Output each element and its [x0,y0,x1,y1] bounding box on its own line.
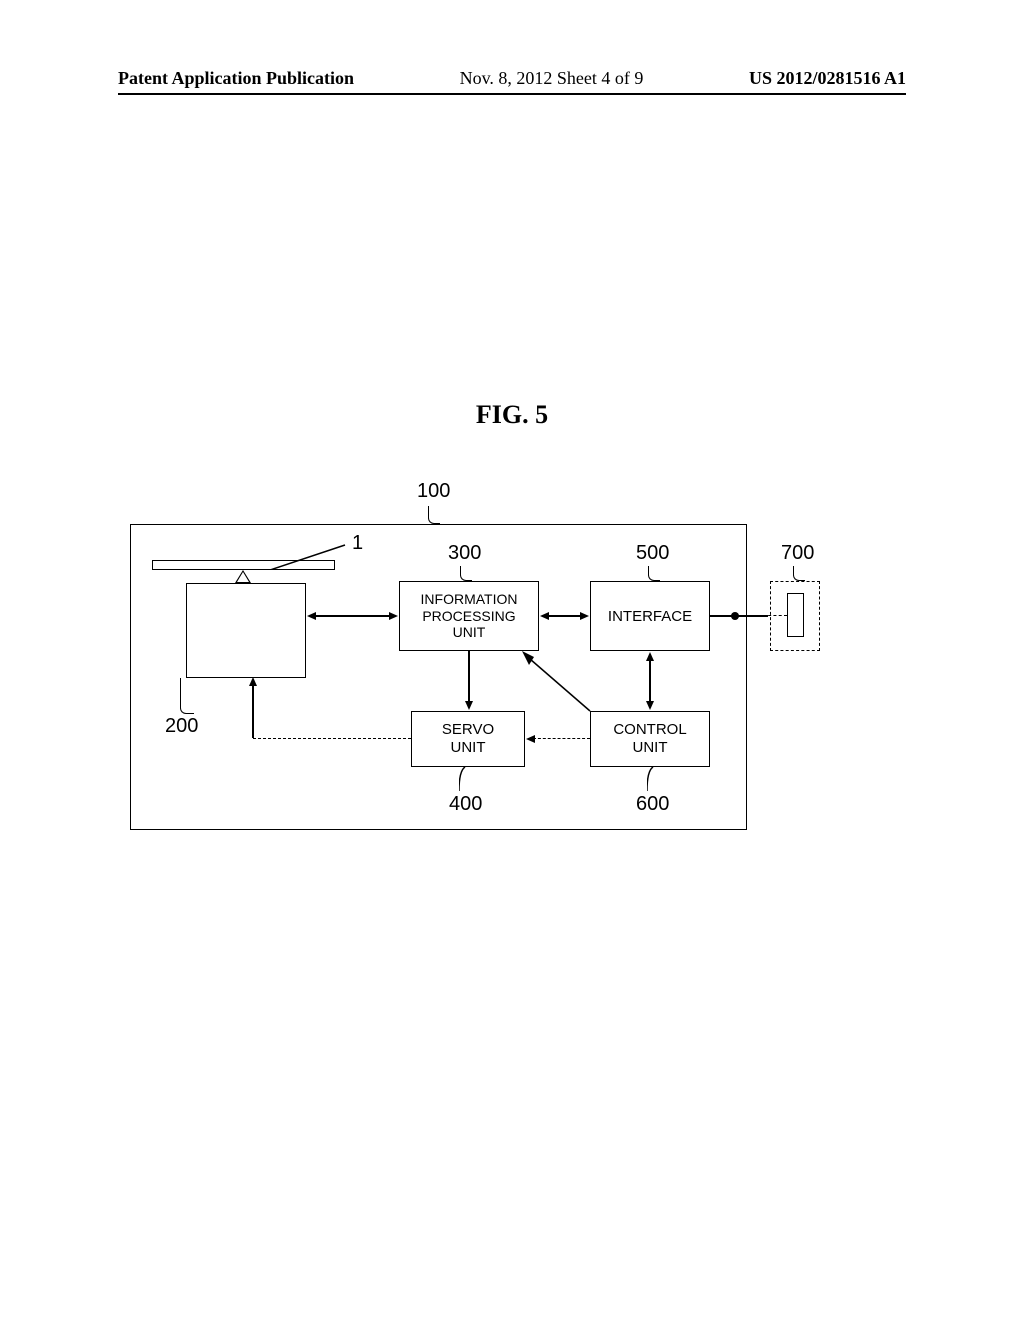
block-600: CONTROL UNIT [590,711,710,767]
edge-600-300 [520,651,600,713]
block-400: SERVO UNIT [411,711,525,767]
arrowhead-icon [580,612,589,620]
edge-400-200-vert [252,680,254,738]
label-200: 200 [165,715,198,738]
header-right: US 2012/0281516 A1 [749,68,906,89]
arrowhead-icon [465,701,473,710]
leader-300 [460,566,472,581]
header-left: Patent Application Publication [118,68,354,89]
figure-title: FIG. 5 [0,400,1024,430]
label-100: 100 [417,480,450,503]
block-300-text: INFORMATION PROCESSING UNIT [421,591,518,641]
arrowhead-icon [526,735,535,743]
leader-600 [647,767,661,791]
block-700-inner [787,593,804,637]
leader-400 [459,767,473,791]
header-center: Nov. 8, 2012 Sheet 4 of 9 [460,68,644,89]
arrowhead-icon [646,701,654,710]
arrowhead-icon [307,612,316,620]
edge-600-400-dashed [533,738,590,739]
block-diagram: 100 1 300 INFORMATION PROCESSING UNIT 50… [130,480,900,850]
page-header: Patent Application Publication Nov. 8, 2… [0,68,1024,95]
block-400-text: SERVO UNIT [442,721,494,757]
label-600: 600 [636,793,669,816]
block-300: INFORMATION PROCESSING UNIT [399,581,539,651]
block-200 [186,583,306,678]
block-500-text: INTERFACE [608,608,692,625]
block-500: INTERFACE [590,581,710,651]
disc-shape [152,560,335,570]
edge-700-dashed [747,615,787,616]
pickup-triangle-icon [235,570,251,583]
block-600-text: CONTROL UNIT [613,721,686,757]
edge-400-200-dashed [253,738,411,739]
junction-dot-icon [731,612,739,620]
edge-500-600 [649,659,651,703]
arrowhead-icon [646,652,654,661]
label-700: 700 [781,542,814,565]
edge-200-300 [314,615,391,617]
label-400: 400 [449,793,482,816]
leader-700 [793,566,805,581]
edge-300-400 [468,651,470,703]
label-500: 500 [636,542,669,565]
leader-100 [428,506,440,524]
arrowhead-icon [389,612,398,620]
leader-500 [648,566,660,581]
label-1: 1 [352,532,363,555]
header-row: Patent Application Publication Nov. 8, 2… [118,68,906,95]
label-300: 300 [448,542,481,565]
edge-300-500 [547,615,582,617]
arrowhead-icon [249,677,257,686]
leader-200 [180,678,194,714]
arrowhead-icon [540,612,549,620]
